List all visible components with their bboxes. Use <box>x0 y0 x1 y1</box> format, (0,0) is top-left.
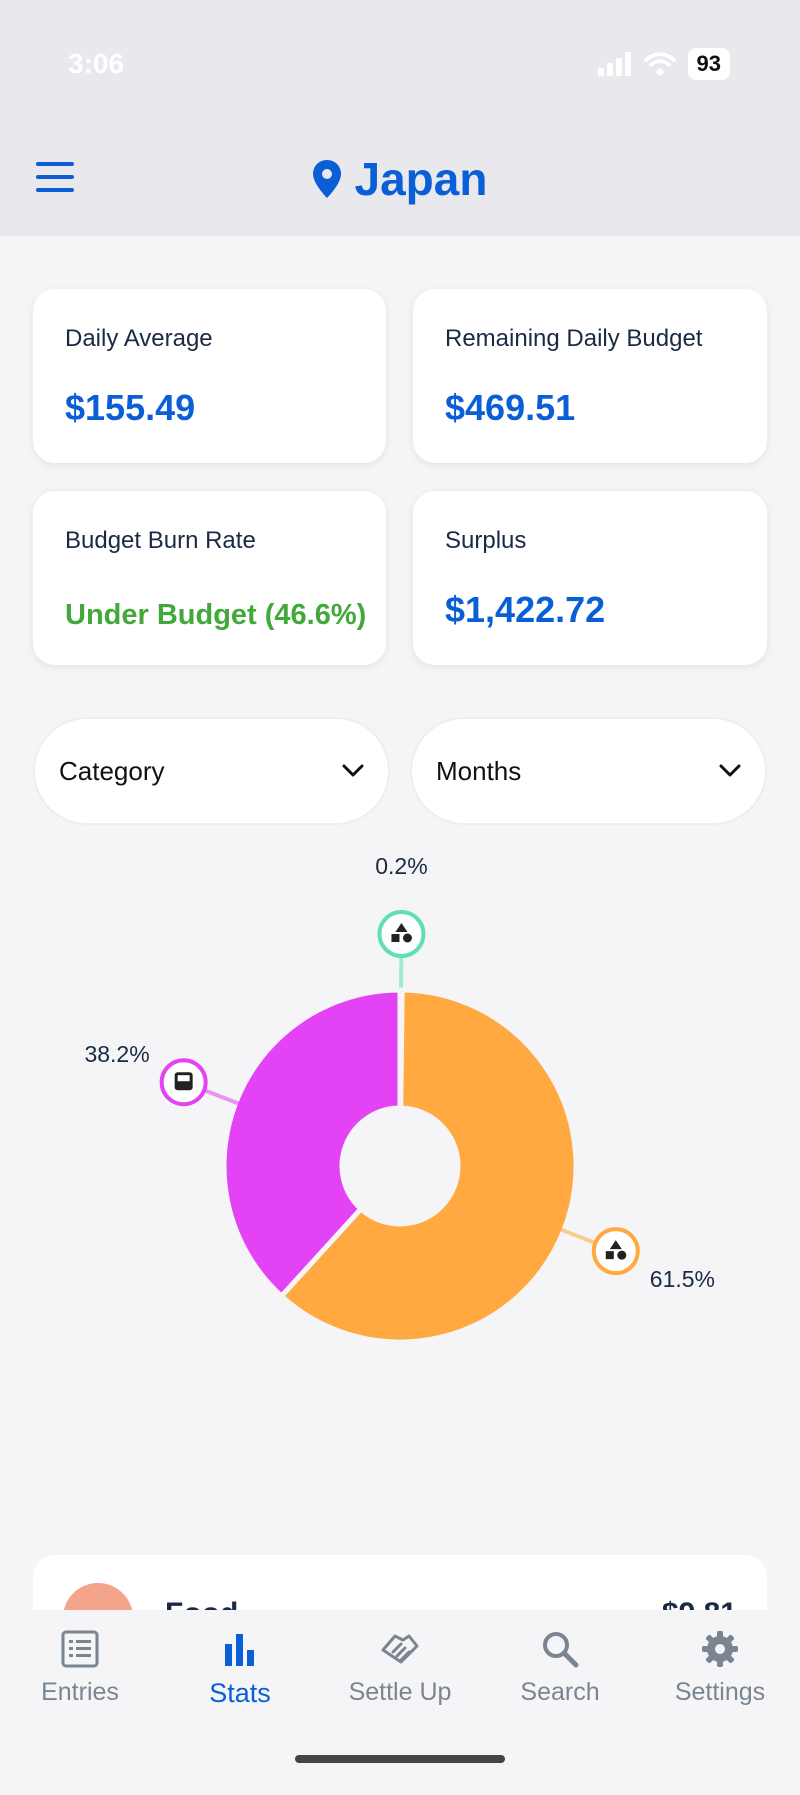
slice-percent-label: 0.2% <box>375 853 427 879</box>
card-value: $469.51 <box>445 387 576 428</box>
tab-stats[interactable]: Stats <box>160 1630 320 1709</box>
tab-settle-up[interactable]: Settle Up <box>320 1630 480 1707</box>
card-value: $155.49 <box>65 387 196 428</box>
search-icon <box>543 1632 579 1668</box>
tab-label: Search <box>520 1678 600 1706</box>
category-dropdown[interactable]: Category <box>33 717 390 825</box>
handshake-icon <box>381 1634 419 1664</box>
battery-indicator: 93 <box>687 48 730 80</box>
status-icons: 93 <box>597 48 730 80</box>
card-value: $1,422.72 <box>445 589 606 630</box>
app-header: Japan <box>0 118 800 236</box>
list-icon <box>61 1630 99 1668</box>
gear-icon <box>702 1631 738 1667</box>
page-title: Japan <box>354 153 488 205</box>
tab-label: Settings <box>674 1678 766 1706</box>
tab-settings[interactable]: Settings <box>640 1630 800 1707</box>
burn-rate-card: Budget Burn Rate Under Budget (46.6%) <box>33 491 386 665</box>
card-value: Under Budget (46.6%) <box>65 599 367 631</box>
card-label: Daily Average <box>65 325 213 352</box>
slice-percent-label: 61.5% <box>650 1266 715 1292</box>
slice-percent-label: 38.2% <box>84 1041 149 1067</box>
chevron-down-icon <box>342 764 364 777</box>
tab-label: Settle Up <box>348 1678 452 1706</box>
chevron-down-icon <box>719 764 741 777</box>
home-indicator <box>295 1755 505 1763</box>
signal-icon <box>597 52 631 76</box>
trip-title-group[interactable]: Japan <box>0 152 800 206</box>
surplus-card: Surplus $1,422.72 <box>413 491 767 665</box>
tab-label: Stats <box>209 1678 271 1708</box>
shapes-icon <box>377 910 426 959</box>
location-pin-icon <box>312 160 341 198</box>
pie-slice[interactable] <box>277 987 579 1345</box>
shapes-icon <box>591 1227 640 1276</box>
tab-search[interactable]: Search <box>480 1630 640 1707</box>
wifi-icon <box>643 52 676 76</box>
status-bar: 3:06 93 <box>0 0 800 118</box>
tab-label: Entries <box>41 1678 119 1706</box>
tab-entries[interactable]: Entries <box>0 1630 160 1707</box>
card-label: Budget Burn Rate <box>65 527 256 554</box>
status-time: 3:06 <box>68 48 125 79</box>
remaining-budget-card: Remaining Daily Budget $469.51 <box>413 289 767 463</box>
dropdown-label: Months <box>436 755 522 786</box>
card-label: Surplus <box>445 527 527 554</box>
category-donut-chart: 0.2% 61.5% 38.2% <box>84 853 715 1345</box>
bar-chart-icon <box>225 1634 254 1666</box>
pie-slice[interactable] <box>221 987 403 1300</box>
daily-average-card: Daily Average $155.49 <box>33 289 386 463</box>
dropdown-label: Category <box>59 755 165 786</box>
bus-icon <box>159 1058 208 1107</box>
bottom-tab-bar: Entries Stats Settle Up Search <box>0 1610 800 1795</box>
card-label: Remaining Daily Budget <box>445 325 703 352</box>
months-dropdown[interactable]: Months <box>410 717 767 825</box>
menu-button[interactable] <box>36 162 74 192</box>
